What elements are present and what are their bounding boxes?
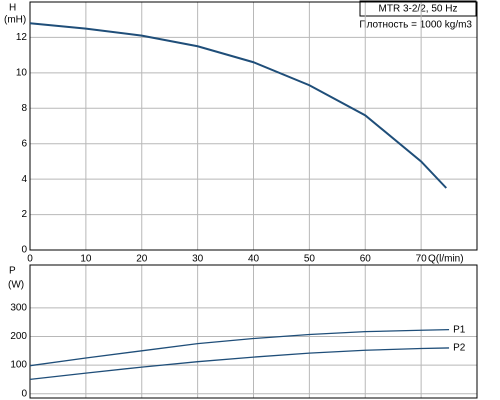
y-tick-label: 200 xyxy=(10,331,27,342)
x-tick-label: 10 xyxy=(80,254,92,265)
x-label: Q(l/min) xyxy=(428,254,464,265)
series-line xyxy=(29,328,450,367)
y-label: P xyxy=(9,266,16,277)
y-tick-label: 10 xyxy=(16,67,28,78)
series-line xyxy=(29,347,450,381)
plot-frame xyxy=(29,264,478,399)
y-tick-label: 8 xyxy=(21,103,27,114)
plot-frame xyxy=(29,1,478,251)
series-label: P2 xyxy=(453,343,466,354)
y-unit: (W) xyxy=(8,280,24,291)
y-tick-label: 0 xyxy=(21,388,27,399)
x-tick-label: 0 xyxy=(27,254,33,265)
y-tick-label: 100 xyxy=(10,360,27,371)
x-tick-label: 20 xyxy=(136,254,148,265)
x-tick-label: 40 xyxy=(248,254,260,265)
x-tick-label: 70 xyxy=(416,254,428,265)
y-label: H xyxy=(9,3,16,14)
y-tick-label: 4 xyxy=(21,174,27,185)
y-tick-label: 6 xyxy=(21,138,27,149)
title-box xyxy=(359,0,477,17)
chart-title: MTR 3-2/2, 50 Hz xyxy=(379,4,458,15)
x-tick-label: 60 xyxy=(360,254,372,265)
y-tick-label: 300 xyxy=(10,303,27,314)
y-unit: (mH) xyxy=(4,15,26,26)
series-label: P1 xyxy=(453,324,466,335)
chart-subtitle: Плотность = 1000 kg/m3 xyxy=(359,20,472,31)
y-tick-label: 12 xyxy=(16,32,28,43)
series-line xyxy=(29,22,447,189)
x-tick-label: 50 xyxy=(304,254,316,265)
x-tick-label: 30 xyxy=(192,254,204,265)
y-tick-label: 0 xyxy=(21,245,27,256)
y-tick-label: 2 xyxy=(21,209,27,220)
